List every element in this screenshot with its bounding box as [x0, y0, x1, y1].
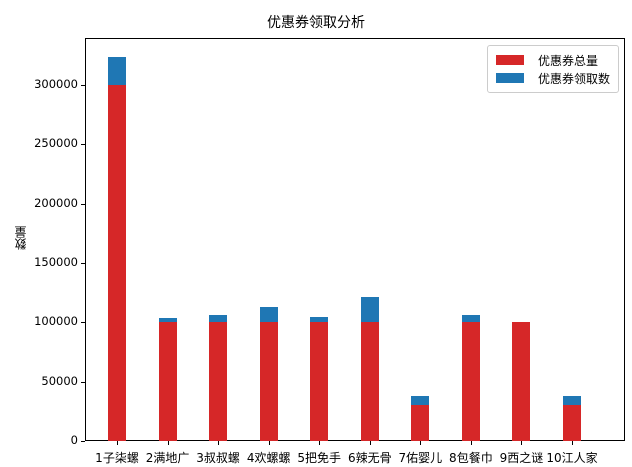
y-axis [0, 0, 80, 467]
x-tick-label: 5把免手 [297, 451, 342, 465]
y-tick-label: 150000 [34, 255, 78, 269]
bar-claimed [411, 395, 430, 406]
bar-total [360, 322, 379, 441]
bar-total [310, 322, 329, 441]
y-tick-mark [81, 322, 85, 324]
x-tick-label: 10江人家 [546, 451, 598, 465]
x-tick-label: 8包餐巾 [449, 451, 493, 465]
legend-swatch-claimed [496, 73, 524, 83]
x-tick-mark [117, 441, 118, 445]
bar-total [108, 85, 126, 441]
y-tick-mark [81, 144, 85, 146]
x-tick-label: 3叔叔螺 [196, 451, 240, 465]
bar-total [461, 322, 480, 441]
x-tick-label: 6辣无骨 [347, 451, 392, 465]
bar-claimed [108, 56, 126, 85]
y-tick-label: 300000 [34, 77, 78, 91]
x-tick-mark [167, 441, 169, 445]
x-tick-mark [470, 441, 472, 445]
bar-claimed [209, 314, 228, 323]
x-tick-mark [369, 441, 371, 445]
legend-swatch-total [496, 55, 524, 65]
x-tick-label: 9西之谜 [499, 451, 544, 465]
bar-total [411, 405, 430, 441]
x-tick-mark [218, 441, 220, 445]
y-tick-label: 0 [70, 433, 78, 447]
y-tick-label: 50000 [41, 373, 78, 388]
legend: 优惠券总量 优惠券领取数 [487, 45, 619, 93]
y-tick-label: 250000 [34, 136, 78, 151]
bar-total [563, 405, 581, 441]
y-tick-label: 100000 [34, 314, 78, 329]
y-tick-mark [81, 203, 85, 205]
legend-item-total: 优惠券总量 [496, 52, 598, 68]
bar-claimed [310, 316, 329, 323]
bar-claimed [259, 306, 278, 323]
bar-total [512, 322, 531, 441]
bar-total [158, 322, 177, 441]
y-tick-mark [81, 263, 85, 264]
x-tick-label: 4欢螺螺 [246, 451, 291, 465]
y-tick-mark [81, 85, 85, 86]
y-tick-label: 200000 [34, 195, 78, 210]
bar-claimed [158, 317, 177, 323]
bar-claimed [563, 395, 581, 406]
x-tick-label: 1子柒螺 [95, 451, 139, 465]
y-tick-mark [81, 441, 85, 442]
x-tick-mark [268, 441, 270, 445]
legend-item-claimed: 优惠券领取数 [496, 70, 610, 86]
x-tick-mark [319, 441, 321, 445]
bar-claimed [360, 297, 379, 323]
x-tick-mark [521, 441, 523, 445]
chart-title: 优惠券领取分析 [267, 15, 365, 31]
y-tick-mark [81, 381, 85, 383]
x-tick-label: 7佑婴儿 [398, 451, 443, 465]
x-tick-mark [572, 441, 573, 445]
plot-area [85, 38, 625, 441]
bar-total [259, 322, 278, 441]
legend-label-claimed: 优惠券领取数 [538, 71, 611, 86]
x-tick-label: 2满地广 [145, 451, 190, 465]
x-tick-mark [420, 441, 422, 445]
bar-claimed [461, 315, 480, 323]
legend-label-total: 优惠券总量 [538, 53, 599, 68]
bar-total [209, 322, 228, 441]
